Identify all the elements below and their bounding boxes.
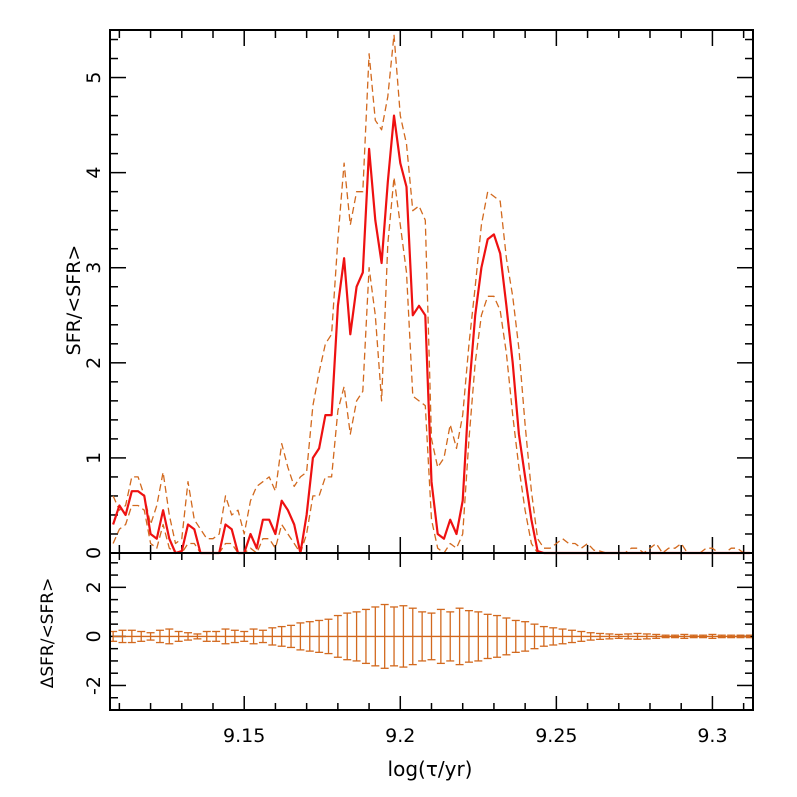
top-y-tick-labels: 0 1 2 3 4 5 [83,71,105,559]
x-tick-label: 9.15 [223,725,265,747]
error-bar [539,625,548,647]
top-y-tick-label: 4 [83,167,105,179]
error-bar [549,627,558,646]
series-mean-line [112,114,750,555]
error-bar [361,608,370,665]
error-bar [642,633,651,640]
error-bar [380,603,389,669]
error-bar [717,634,726,639]
error-bar [137,630,146,642]
error-bar [680,633,689,640]
error-bar [352,611,361,662]
error-bar [661,634,670,639]
error-bar [333,614,342,658]
bottom-y-tick-label: -2 [83,676,105,695]
bottom-y-tick-label: 0 [83,630,105,642]
error-bar [174,630,183,642]
top-panel-ticks [110,30,753,554]
error-bar [670,634,679,639]
error-bar [427,612,436,661]
error-bar [483,613,492,660]
error-bar [146,632,155,641]
error-bar [493,614,502,658]
bottom-panel-ticks [110,553,753,711]
error-bar [127,629,136,644]
bottom-y-tick-label: 2 [83,581,105,593]
error-bar [249,628,258,645]
top-y-tick-label: 2 [83,357,105,369]
error-bar [558,628,567,645]
error-bar [511,619,520,654]
error-bar [455,607,464,666]
error-bar [624,633,633,640]
error-bar [221,628,230,645]
error-bar [305,621,314,652]
x-tick-labels: 9.15 9.2 9.25 9.3 [223,725,727,747]
bottom-y-tick-labels: -2 0 2 [83,581,105,695]
error-bar [165,628,174,645]
error-bar [530,623,539,650]
error-bar [596,632,605,640]
error-bar [474,611,483,662]
error-bar [390,606,399,667]
error-bar [287,624,296,649]
top-y-tick-label: 0 [83,547,105,559]
error-bar [502,617,511,656]
x-axis-label: log(τ/yr) [388,757,473,781]
error-bar [118,629,127,644]
top-y-axis-label: SFR/<SFR> [63,245,85,356]
error-bar [408,607,417,666]
error-bar [689,634,698,639]
top-y-tick-label: 3 [83,262,105,274]
error-bar [418,611,427,662]
error-bar [577,630,586,642]
x-tick-label: 9.3 [697,725,727,747]
error-bar [371,606,380,667]
bottom-error-bars [109,603,754,669]
error-bar [212,630,221,642]
error-bar [464,609,473,663]
error-bar [633,632,642,640]
error-bar [699,634,708,639]
error-bar [184,632,193,641]
error-bar [605,633,614,640]
error-bar [708,633,717,640]
error-bar [202,630,211,642]
error-bar [521,621,530,652]
error-bar [315,619,324,654]
bottom-panel-residuals: -2 0 2 ΔSFR/<SFR> 9.15 9.2 9.25 9.3 log(τ/yr) [38,552,754,781]
series-lower-line [112,176,750,554]
error-bar [277,625,286,647]
top-y-tick-label: 1 [83,452,105,464]
error-bar [268,627,277,646]
error-bar [727,634,736,639]
error-bar [193,633,202,640]
bottom-y-axis-label: ΔSFR/<SFR> [38,578,58,689]
error-bar [436,608,445,665]
error-bar [296,622,305,651]
x-tick-label: 9.2 [385,725,415,747]
error-bar [258,629,267,644]
error-bar [736,634,745,639]
bottom-plot-frame [109,552,754,711]
error-bar [240,630,249,642]
error-bar [155,629,164,644]
error-bar [614,633,623,640]
error-bar [343,612,352,661]
error-bar [324,618,333,655]
top-y-tick-label: 5 [83,71,105,83]
top-series-lines [112,34,750,555]
top-panel-sfr: 0 1 2 3 4 5 SFR/<SFR> [63,29,754,559]
error-bar [586,632,595,641]
error-bar [567,629,576,644]
x-tick-label: 9.25 [535,725,577,747]
error-bar [652,633,661,640]
error-bar [399,605,408,668]
error-bar [230,629,239,644]
error-bar [446,611,455,662]
